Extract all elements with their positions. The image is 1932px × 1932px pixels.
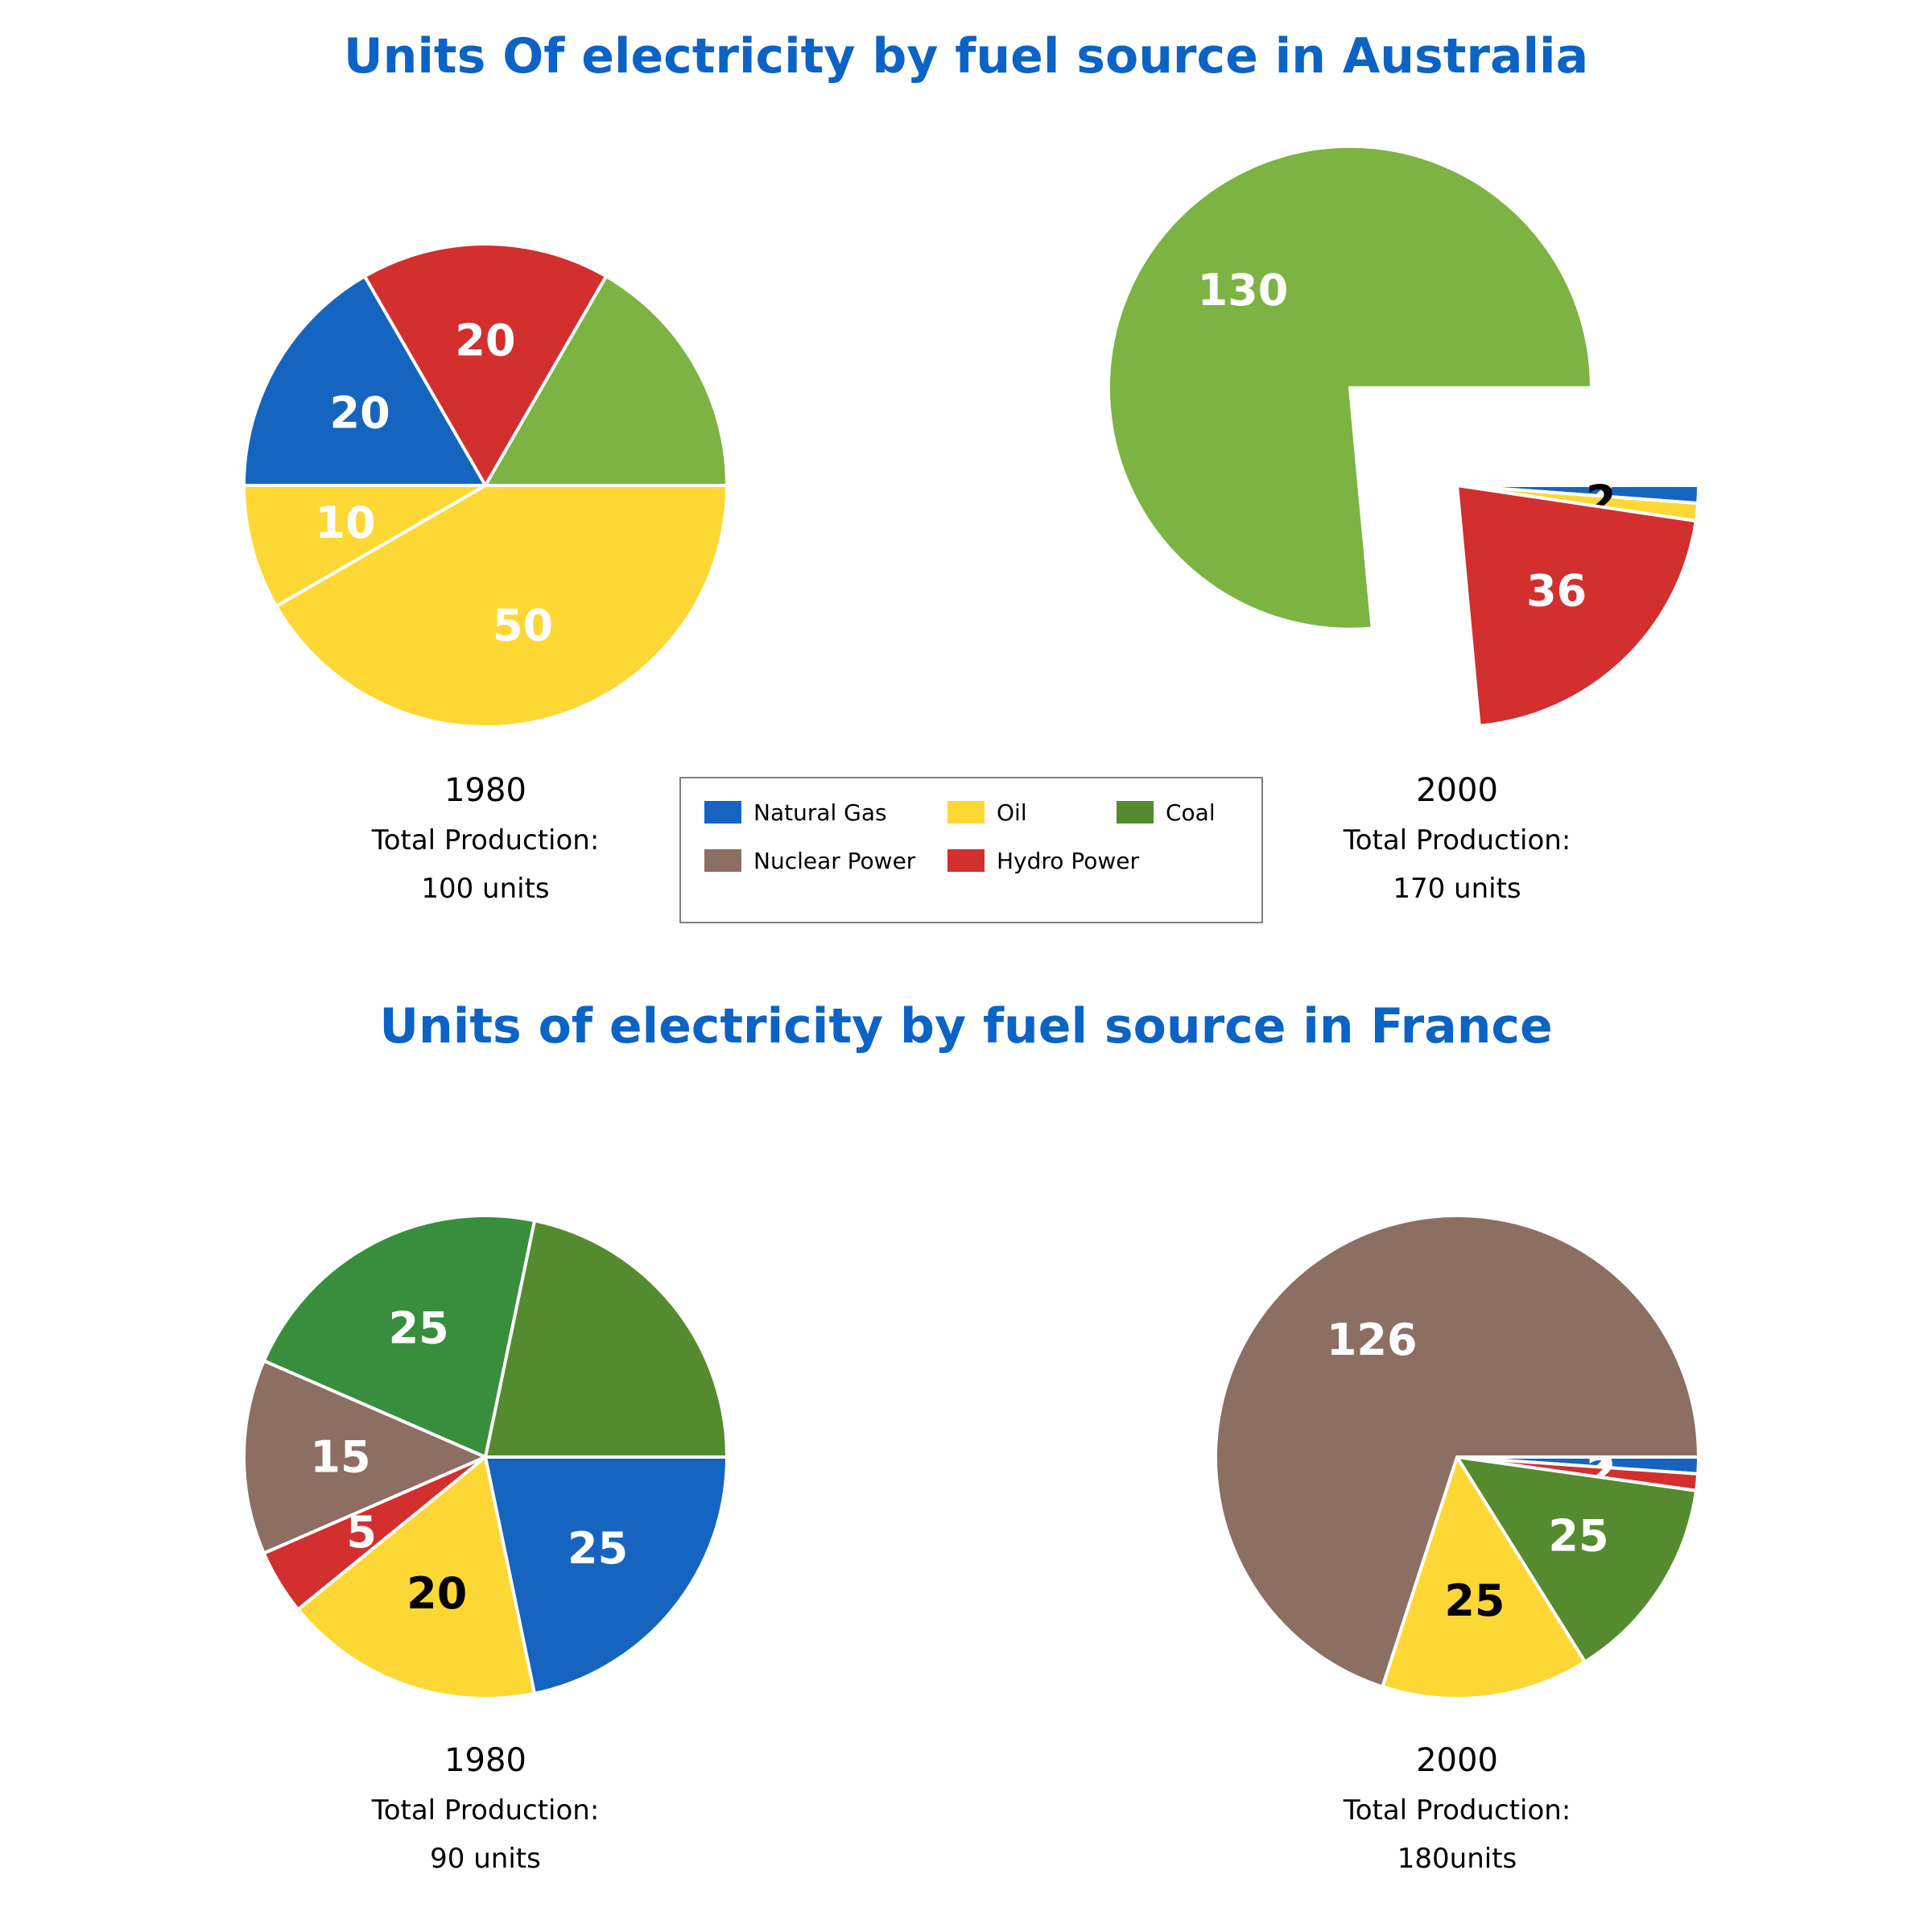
slice-value-label: 15 [310,1432,370,1483]
legend-label-oil: Oil [997,799,1027,826]
pie-slice [242,484,487,608]
pie-australia-1980: 50 10 20 20 [242,242,729,729]
france-chart-title: Units of electricity by fuel source in F… [379,998,1552,1055]
legend-label-natural-gas: Natural Gas [753,799,887,826]
legend-swatch-coal [1117,801,1154,824]
france-2000-total-label: Total Production: [1343,1794,1571,1827]
legend-swatch-hydro-power [947,849,985,872]
legend-label-nuclear-power: Nuclear Power [753,848,916,874]
slice-value-label: 25 [389,1303,449,1354]
pie-slice [242,275,487,487]
france-2000-year: 2000 [1416,1742,1498,1779]
legend-label-hydro-power: Hydro Power [997,848,1139,874]
pie-slice [262,1214,537,1459]
australia-1980-total-label: Total Production: [371,824,600,857]
australia-chart-title: Units Of electricity by fuel source in A… [344,28,1588,85]
legend: Natural Gas Oil Coal Nuclear Power Hydro… [679,777,1263,923]
pie-slice [363,242,608,487]
slice-value-label: 20 [330,388,390,439]
australia-1980-total-value: 100 units [421,873,549,905]
slice-value-label: 130 [1198,265,1289,316]
slice-value-label: 25 [568,1523,628,1574]
slice-value-label: 10 [316,497,376,548]
slice-value-label: 25 [1548,1511,1608,1562]
australia-2000-year: 2000 [1416,772,1498,809]
france-1980-total-value: 90 units [430,1843,541,1875]
france-2000-total-value: 180units [1397,1843,1517,1875]
france-1980-total-label: Total Production: [371,1794,600,1827]
australia-1980-year: 1980 [444,772,526,809]
pie-slice [275,484,729,729]
pie-slice [484,1455,729,1695]
slice-value-label: 20 [407,1568,467,1619]
pie-slice [1381,1455,1587,1700]
slice-value-label: 36 [1526,565,1587,616]
legend-label-coal: Coal [1166,799,1216,826]
australia-2000-total-label: Total Production: [1343,824,1571,857]
pie-slice [296,1455,537,1700]
pie-slice [1455,1455,1699,1664]
pie-slice [484,275,729,487]
australia-2000-total-value: 170 units [1393,873,1521,905]
pie-slice [1107,144,1593,631]
france-1980-year: 1980 [444,1742,526,1779]
slice-value-label: 50 [493,600,553,650]
slice-value-label: 20 [455,316,515,366]
pie-slice [242,1359,487,1555]
slice-value-label: 126 [1327,1315,1418,1365]
slice-value-label: 25 [1444,1575,1505,1626]
pie-slice [1455,484,1698,728]
legend-swatch-nuclear-power [704,849,741,872]
legend-swatch-oil [947,801,985,824]
pie-slice [1214,1214,1700,1689]
legend-swatch-natural-gas [704,801,741,824]
pie-slice [484,1219,729,1459]
